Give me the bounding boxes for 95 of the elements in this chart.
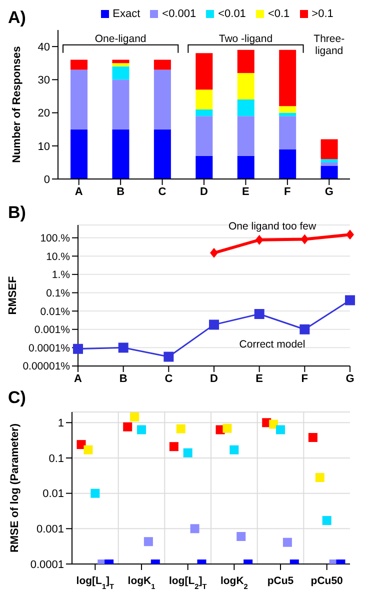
point bbox=[118, 342, 128, 353]
y-tick-label: 0.01 bbox=[42, 488, 64, 500]
x-tick-label: C bbox=[164, 372, 173, 385]
y-tick-label: 10.% bbox=[46, 250, 70, 263]
y-tick-label: 40 bbox=[38, 41, 50, 54]
bar bbox=[320, 162, 338, 166]
x-tick-label: pCu5 bbox=[267, 575, 294, 587]
y-tick-label: 30 bbox=[38, 74, 50, 87]
legend-label: <0.001 bbox=[162, 8, 196, 20]
x-tick-label: B bbox=[119, 372, 128, 385]
y-tick-label: 1 bbox=[58, 418, 64, 430]
annotation: Three-ligand bbox=[314, 32, 346, 57]
x-tick-label: D bbox=[200, 186, 208, 198]
point bbox=[345, 295, 355, 306]
bar bbox=[196, 116, 213, 156]
bar bbox=[196, 109, 213, 116]
point bbox=[346, 230, 354, 240]
bar bbox=[320, 166, 338, 179]
x-tick-label: E bbox=[242, 186, 250, 198]
y-axis-title: Number of Responses bbox=[10, 46, 23, 163]
bar bbox=[154, 129, 171, 179]
y-axis-title: RMSE of log (Parameter) bbox=[8, 423, 21, 552]
x-tick-label: B bbox=[116, 186, 125, 198]
bar bbox=[196, 156, 213, 179]
annotation: One-ligand bbox=[94, 32, 146, 45]
bar bbox=[196, 53, 213, 90]
legend-label: Exact bbox=[112, 8, 140, 20]
bar bbox=[320, 139, 338, 160]
point bbox=[164, 352, 174, 362]
point bbox=[73, 344, 83, 354]
point bbox=[254, 309, 264, 320]
y-tick-label: 0.0001 bbox=[30, 558, 64, 571]
bar bbox=[279, 116, 296, 150]
bar bbox=[112, 66, 130, 80]
bar bbox=[112, 129, 130, 179]
x-tick-label: F bbox=[284, 186, 292, 198]
x-tick-label: logK$_{1}$ bbox=[128, 575, 156, 590]
x-tick-label: G bbox=[346, 372, 354, 385]
bar bbox=[70, 60, 88, 70]
bar bbox=[70, 129, 88, 179]
bar bbox=[237, 100, 254, 116]
bar bbox=[112, 80, 130, 130]
legend-label: <0.01 bbox=[218, 8, 246, 20]
x-tick-label: pCu50 bbox=[310, 575, 344, 587]
y-tick-label: 0.0001% bbox=[28, 342, 70, 354]
y-tick-label: 10 bbox=[38, 140, 50, 153]
y-tick-label: 0.1 bbox=[48, 452, 64, 465]
y-tick-label: 0.01% bbox=[40, 306, 70, 318]
chart-title: B) bbox=[8, 203, 26, 223]
x-tick-label: E bbox=[256, 372, 264, 385]
series-label: One ligand too few bbox=[228, 220, 316, 233]
x-tick-label: log[L$_{1}$]$_{T}$ bbox=[76, 575, 115, 590]
annotation: Two -ligand bbox=[218, 32, 273, 45]
point bbox=[300, 324, 310, 334]
x-tick-label: logK$_{2}$ bbox=[220, 575, 248, 590]
bar bbox=[237, 73, 254, 100]
bar bbox=[237, 156, 254, 179]
x-tick-label: F bbox=[301, 372, 308, 385]
bar bbox=[237, 116, 254, 156]
point bbox=[300, 234, 309, 244]
bar bbox=[279, 106, 296, 113]
y-axis-title: RMSEF bbox=[6, 276, 19, 315]
x-tick-label: C bbox=[158, 186, 166, 198]
x-tick-label: G bbox=[324, 186, 334, 198]
y-tick-label: 1.% bbox=[52, 269, 70, 282]
bar bbox=[154, 60, 171, 70]
legend-label: <0.1 bbox=[268, 8, 290, 20]
x-tick-label: A bbox=[74, 372, 82, 385]
bar bbox=[279, 50, 296, 106]
legend-label: >0.1 bbox=[312, 8, 334, 20]
bar bbox=[196, 90, 213, 110]
bar bbox=[320, 159, 338, 162]
bar bbox=[112, 60, 130, 64]
y-tick-label: 100.% bbox=[40, 232, 70, 245]
bar bbox=[154, 70, 171, 130]
chart-title: C) bbox=[8, 388, 26, 408]
chart-title: A) bbox=[8, 8, 26, 28]
bar bbox=[279, 149, 296, 179]
bar bbox=[112, 63, 130, 66]
y-tick-label: 0.00001% bbox=[22, 360, 70, 373]
bar bbox=[279, 112, 296, 116]
x-tick-label: D bbox=[210, 372, 218, 385]
y-tick-label: 0.001% bbox=[34, 324, 70, 336]
x-tick-label: log[L$_{2}$]$_{T}$ bbox=[168, 575, 208, 590]
bar bbox=[237, 50, 254, 74]
x-tick-label: A bbox=[74, 186, 83, 198]
y-tick-label: 0.1% bbox=[46, 287, 70, 300]
series-label: Correct model bbox=[239, 338, 306, 351]
y-tick-label: 0.001 bbox=[36, 524, 64, 536]
bar bbox=[70, 70, 88, 130]
y-tick-label: 0 bbox=[44, 174, 50, 186]
point bbox=[255, 234, 264, 245]
y-tick-label: 20 bbox=[38, 108, 50, 120]
point bbox=[209, 320, 219, 330]
point bbox=[210, 248, 218, 258]
